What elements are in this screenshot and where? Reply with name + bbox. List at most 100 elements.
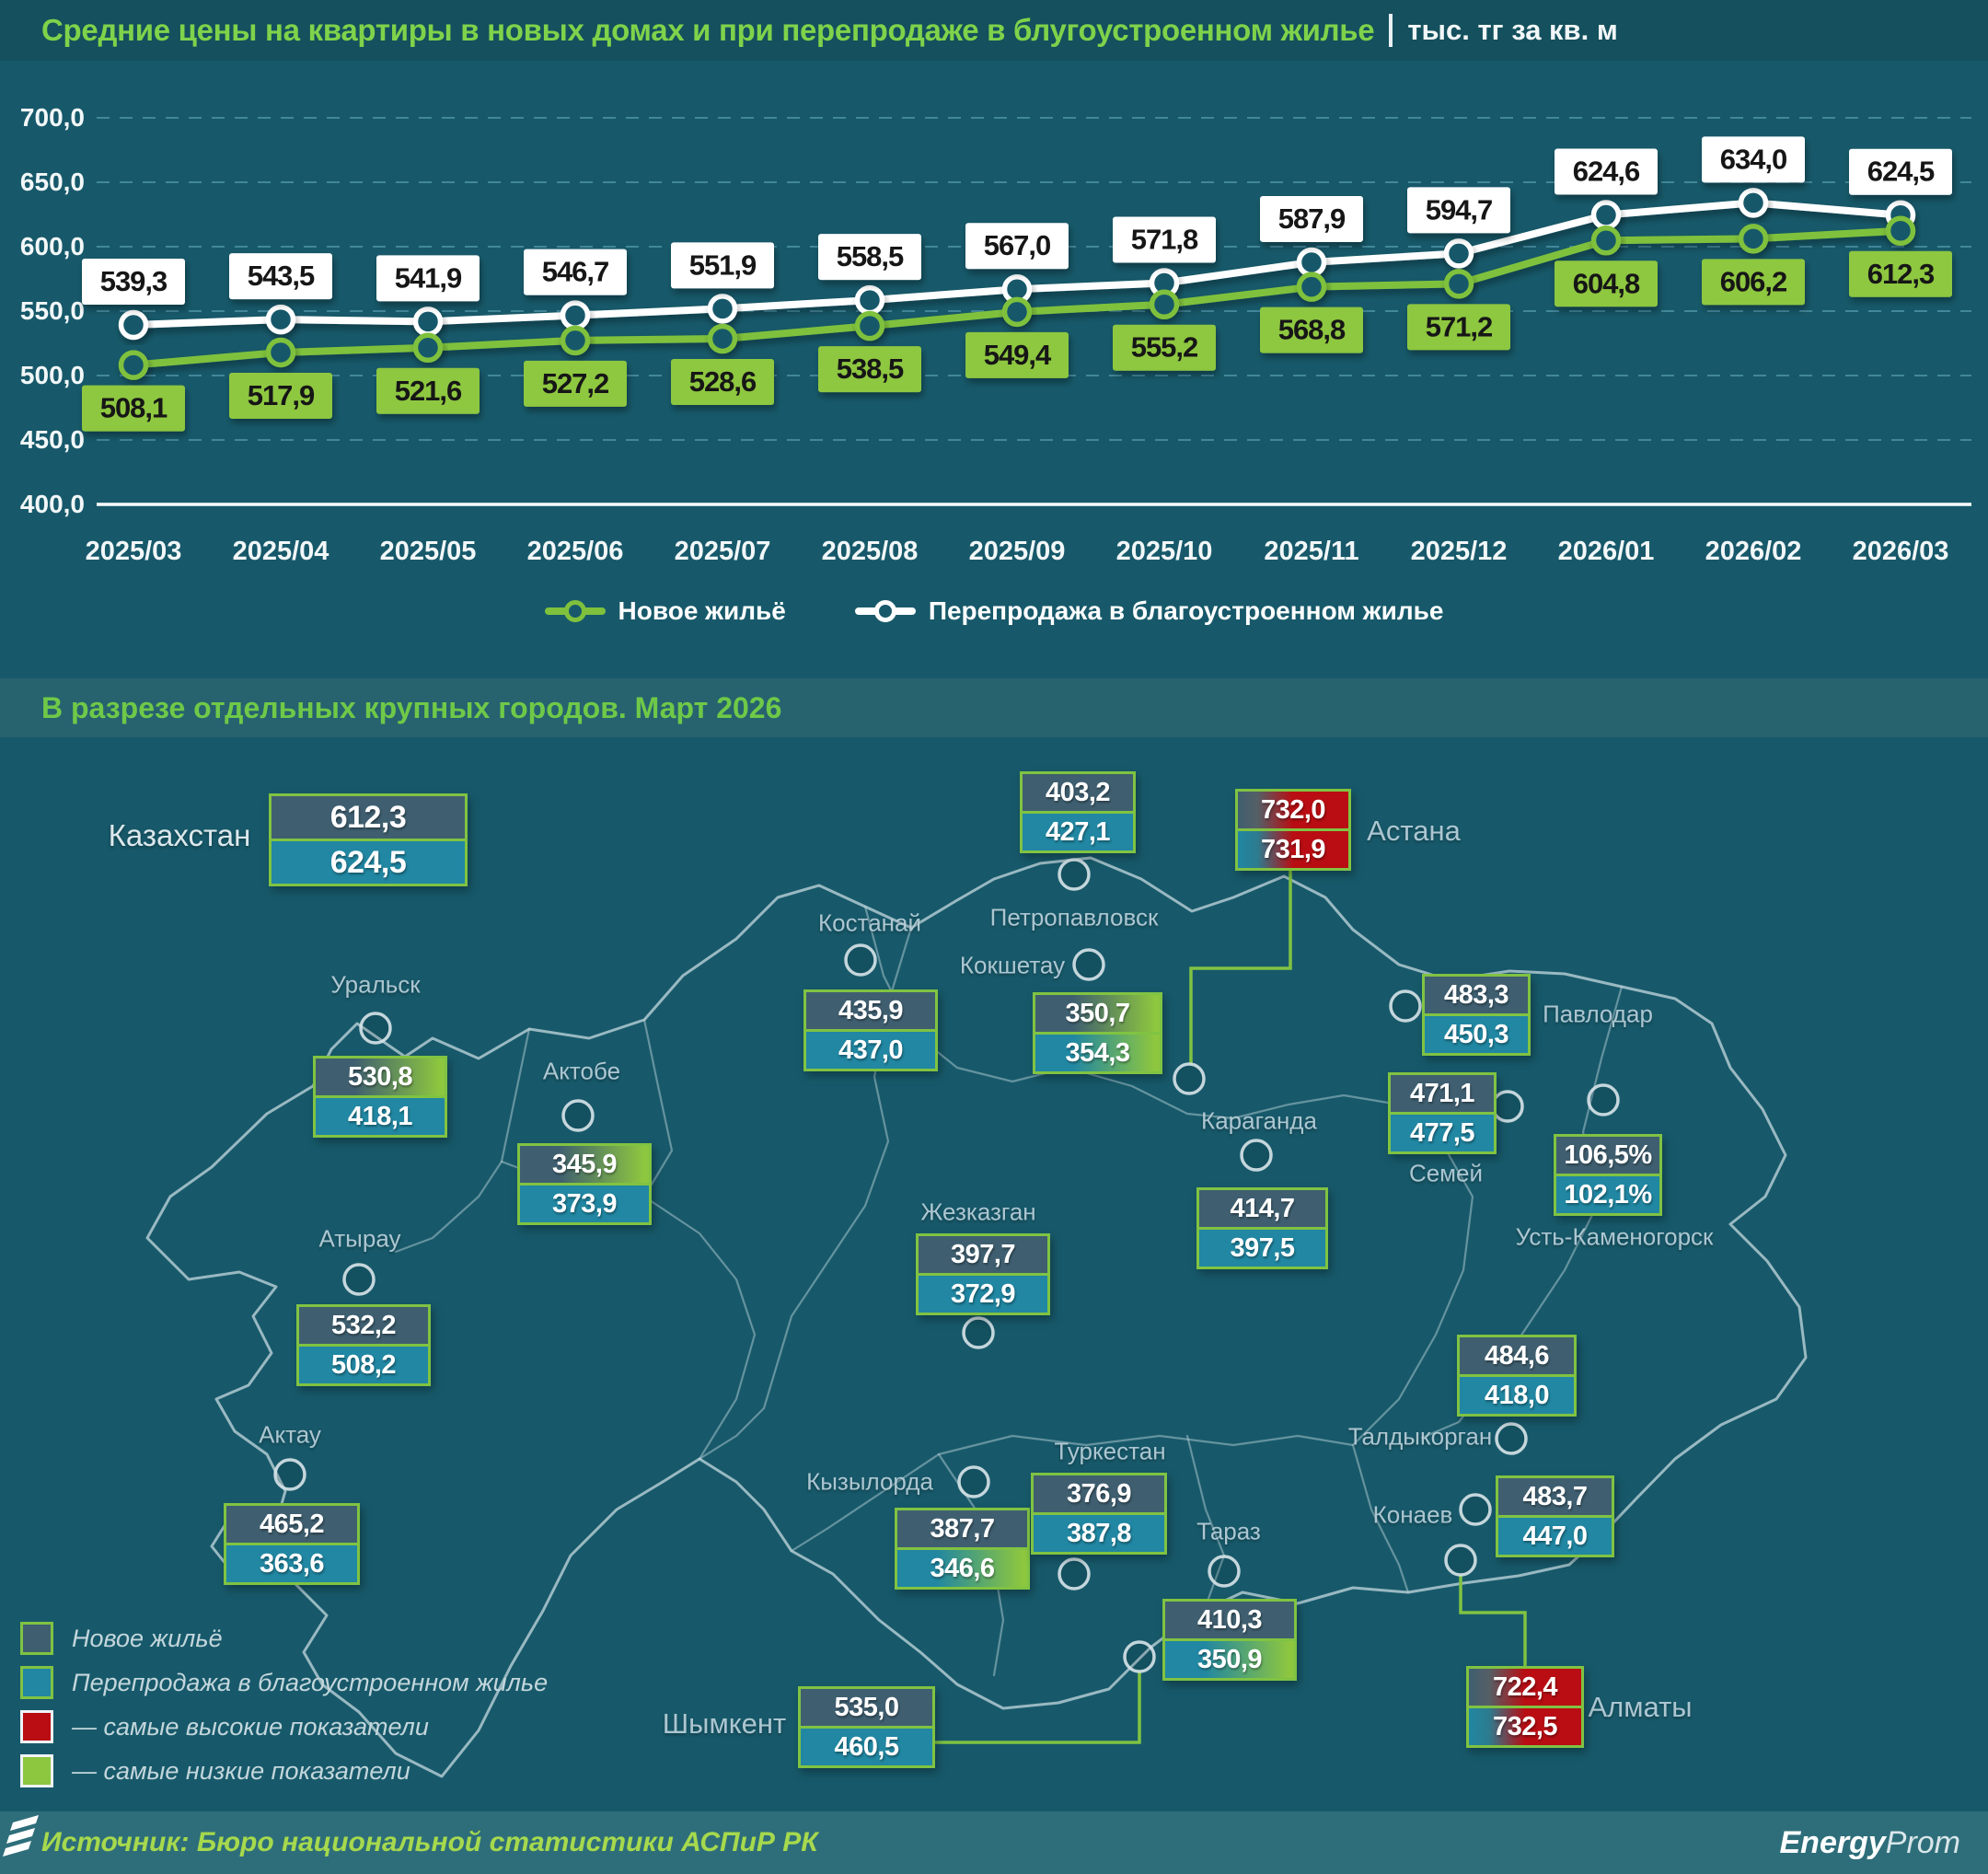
value-resale: 372,9 bbox=[919, 1276, 1047, 1313]
data-point-marker bbox=[118, 309, 149, 341]
map-callout-6: 106,5% 102,1% bbox=[1554, 1134, 1662, 1216]
city-dot bbox=[561, 1099, 595, 1132]
value-label-box bbox=[1555, 148, 1658, 195]
data-point-marker bbox=[1443, 238, 1474, 269]
map-callout-9: 530,8 418,1 bbox=[313, 1056, 447, 1138]
value-label-box bbox=[376, 255, 480, 302]
data-point-marker bbox=[854, 310, 885, 341]
city-dot bbox=[1058, 858, 1091, 891]
city-label: Жезказган bbox=[920, 1197, 1036, 1226]
y-tick-label: 600,0 bbox=[20, 232, 85, 260]
value-resale: 508,2 bbox=[299, 1347, 428, 1383]
data-point-marker bbox=[1590, 200, 1622, 230]
map-callout-4: 483,3 450,3 bbox=[1422, 974, 1531, 1056]
data-point-marker bbox=[1443, 269, 1474, 299]
value-resale: 363,6 bbox=[226, 1545, 357, 1582]
footer-bar: Источник: Бюро национальной статистики А… bbox=[0, 1811, 1988, 1874]
region-border bbox=[394, 1027, 531, 1254]
city-dot bbox=[1173, 1062, 1206, 1095]
value-resale: 346,6 bbox=[897, 1550, 1027, 1587]
energyprom-logo-text: EnergyProm bbox=[1779, 1824, 1961, 1860]
map-legend-item-lowest: — самые низкие показатели bbox=[20, 1754, 548, 1787]
region-border bbox=[642, 1018, 674, 1198]
value-label-box bbox=[818, 234, 921, 281]
value-label-box bbox=[1260, 307, 1363, 353]
x-tick-label: 2025/12 bbox=[1411, 537, 1508, 566]
city-label: Кокшетау bbox=[959, 951, 1066, 979]
legend-label: Новое жильё bbox=[618, 596, 786, 625]
x-tick-label: 2025/11 bbox=[1264, 537, 1358, 566]
value-label: 551,9 bbox=[689, 249, 757, 281]
value-label-box bbox=[1113, 216, 1216, 263]
value-label: 555,2 bbox=[1131, 331, 1198, 364]
map-callout-14: 376,9 387,8 bbox=[1031, 1473, 1167, 1555]
value-resale: 624,5 bbox=[272, 841, 465, 884]
city-label: Семей bbox=[1408, 1159, 1484, 1187]
value-label-box bbox=[1113, 324, 1216, 371]
value-label: 517,9 bbox=[248, 379, 315, 411]
city-dot bbox=[1587, 1083, 1620, 1116]
x-tick-label: 2025/09 bbox=[969, 537, 1066, 566]
map-callout-19: 722,4 732,5 bbox=[1466, 1666, 1584, 1748]
data-point-marker bbox=[1738, 188, 1769, 218]
y-tick-label: 650,0 bbox=[20, 168, 85, 196]
city-dot bbox=[1240, 1139, 1273, 1172]
map-callout-13: 387,7 346,6 bbox=[895, 1508, 1030, 1590]
legend-label: Перепродажа в благоустроенном жилье bbox=[928, 596, 1444, 625]
value-resale: 418,0 bbox=[1460, 1377, 1574, 1414]
value-resale: 102,1% bbox=[1556, 1176, 1659, 1213]
value-new-housing: 532,2 bbox=[299, 1307, 428, 1344]
value-label: 546,7 bbox=[542, 256, 609, 288]
map-callout-5: 471,1 477,5 bbox=[1388, 1072, 1497, 1154]
map-callout-15: 410,3 350,9 bbox=[1162, 1599, 1297, 1681]
value-label: 508,1 bbox=[100, 392, 168, 424]
resale-line-marker-icon bbox=[854, 600, 916, 622]
data-point-marker bbox=[707, 294, 738, 324]
callout-connector bbox=[1459, 1575, 1527, 1666]
map-callout-7: 414,7 397,5 bbox=[1196, 1187, 1328, 1269]
value-resale: 450,3 bbox=[1425, 1016, 1528, 1053]
map-callout-kazakhstan: 612,3 624,5 bbox=[269, 793, 468, 886]
data-point-marker bbox=[1885, 215, 1916, 247]
city-label: Караганда bbox=[1201, 1106, 1317, 1135]
energyprom-logo: EnergyProm bbox=[3, 1815, 1961, 1861]
data-point-marker bbox=[412, 332, 444, 364]
value-label-box bbox=[376, 367, 480, 414]
value-new-housing: 530,8 bbox=[316, 1058, 445, 1095]
city-dot bbox=[957, 1465, 990, 1498]
city-label: Костанай bbox=[817, 908, 922, 937]
title-divider bbox=[1389, 14, 1393, 47]
data-point-marker bbox=[1149, 289, 1180, 319]
value-label: 624,5 bbox=[1867, 156, 1935, 188]
value-label-box bbox=[965, 331, 1069, 378]
value-label: 538,5 bbox=[837, 353, 904, 385]
value-new-housing: 483,3 bbox=[1425, 977, 1528, 1013]
city-dot bbox=[1495, 1422, 1528, 1455]
data-point-marker bbox=[854, 284, 885, 316]
data-point-marker bbox=[560, 325, 591, 356]
value-resale: 732,5 bbox=[1469, 1708, 1581, 1745]
city-label: Актау bbox=[259, 1420, 321, 1449]
map-section-title: В разрезе отдельных крупных городов. Мар… bbox=[41, 690, 782, 724]
city-label: Кызылорда bbox=[806, 1467, 933, 1496]
value-resale: 373,9 bbox=[520, 1186, 649, 1222]
city-dot bbox=[962, 1316, 995, 1349]
value-label-box bbox=[82, 258, 185, 305]
value-label: 606,2 bbox=[1720, 265, 1787, 297]
value-label: 571,2 bbox=[1426, 310, 1493, 342]
value-label-box bbox=[229, 253, 332, 300]
source-note: Источник: Бюро национальной статистики А… bbox=[41, 1827, 818, 1857]
value-label: 567,0 bbox=[984, 229, 1051, 261]
value-label: 521,6 bbox=[395, 375, 462, 407]
legend-item-resale: Перепродажа в благоустроенном жилье bbox=[854, 596, 1444, 626]
value-new-housing: 410,3 bbox=[1165, 1602, 1294, 1638]
value-resale: 460,5 bbox=[801, 1729, 932, 1765]
value-label: 594,7 bbox=[1426, 193, 1493, 226]
city-label: Атырау bbox=[318, 1224, 401, 1253]
value-resale: 477,5 bbox=[1391, 1115, 1494, 1151]
city-label: Шымкент bbox=[662, 1707, 787, 1740]
city-dot bbox=[1389, 989, 1422, 1023]
data-point-marker bbox=[1296, 247, 1327, 278]
value-label-box bbox=[1702, 259, 1805, 306]
